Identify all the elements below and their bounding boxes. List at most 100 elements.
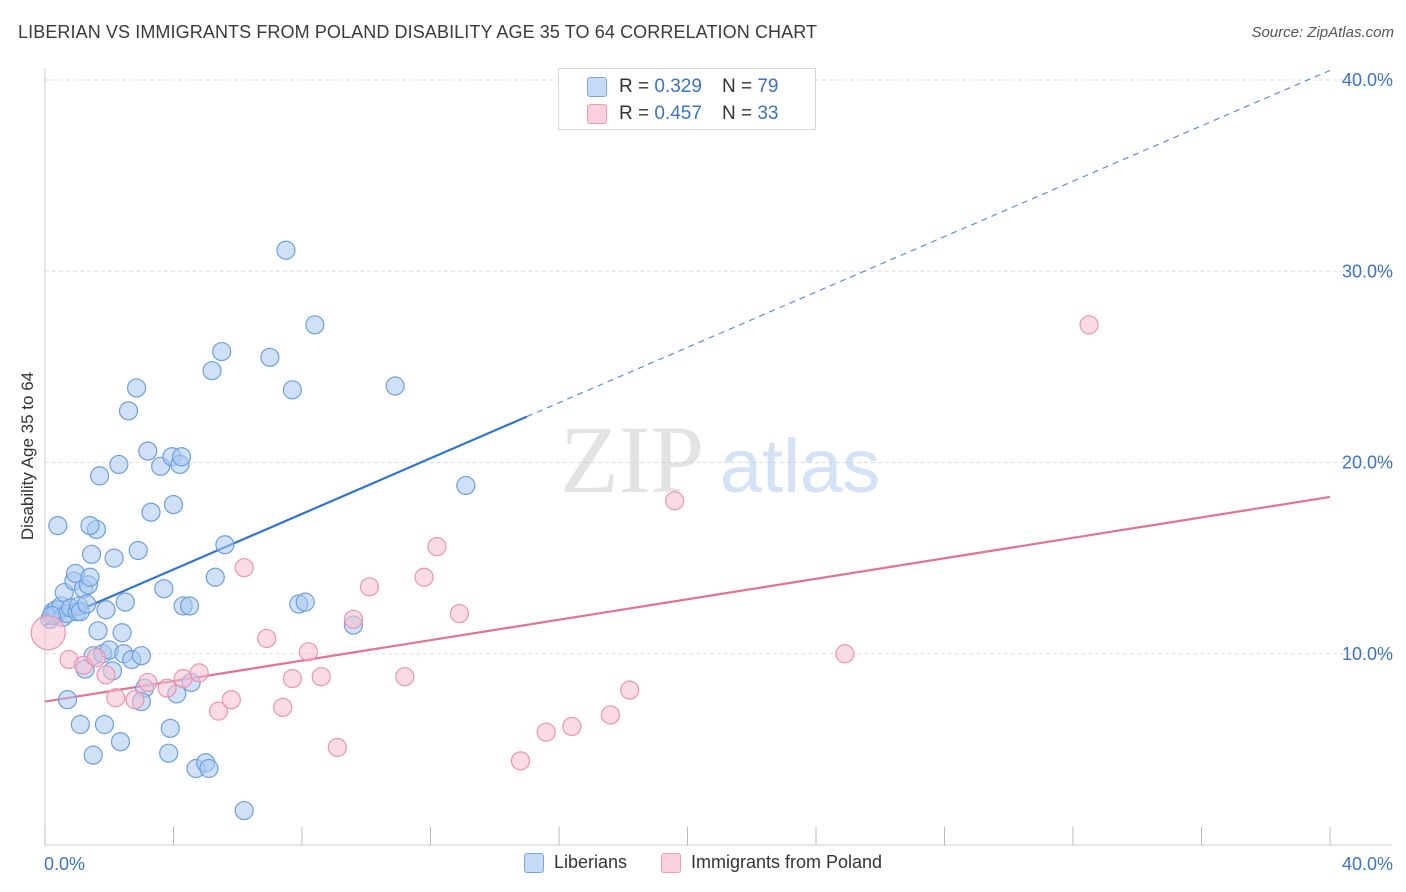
legend-swatch-blue — [587, 77, 607, 97]
liberian-point — [77, 594, 97, 614]
poland-point — [1079, 315, 1099, 335]
liberian-point — [295, 592, 315, 612]
poland-point — [106, 688, 126, 708]
legend-item-liberians: Liberians — [523, 852, 627, 873]
chart-title: LIBERIAN VS IMMIGRANTS FROM POLAND DISAB… — [18, 22, 818, 42]
poland-point — [620, 680, 640, 700]
watermark: ZIP atlas — [560, 406, 880, 513]
liberian-point — [110, 732, 131, 752]
poland-point — [189, 663, 209, 683]
n-value: 79 — [757, 76, 779, 97]
axes — [44, 68, 1392, 846]
x-tick-label: 40.0% — [1342, 854, 1393, 874]
poland-point — [536, 722, 556, 742]
liberian-point — [205, 567, 225, 587]
liberian-point — [81, 544, 102, 564]
watermark-atlas: atlas — [720, 424, 881, 509]
poland-point — [208, 701, 229, 721]
poland-point — [414, 567, 434, 587]
tick-labels: 10.0% 20.0% 30.0% 40.0% 0.0% 40.0% — [44, 70, 1393, 874]
poland-point — [30, 615, 66, 651]
y-tick-label: 20.0% — [1342, 453, 1393, 473]
liberian-point — [80, 567, 100, 587]
liberian-trendline-extension — [526, 69, 1331, 418]
liberian-point — [131, 646, 151, 666]
liberian-point — [163, 494, 184, 515]
liberian-point — [305, 315, 325, 335]
poland-point — [665, 491, 685, 511]
poland-point — [359, 577, 380, 597]
liberian-point — [109, 454, 129, 475]
liberian-point — [160, 718, 180, 738]
legend-swatch-pink — [587, 104, 607, 124]
poland-point — [298, 642, 319, 662]
liberian-point — [138, 441, 158, 461]
liberian-point — [126, 378, 147, 398]
liberian-point — [141, 502, 161, 522]
poland-point — [427, 537, 447, 557]
poland-point — [343, 609, 363, 629]
poland-point — [510, 751, 531, 771]
poland-point — [311, 667, 331, 687]
liberian-point — [276, 240, 296, 260]
source-label: Source: ZipAtlas.com — [1251, 24, 1394, 41]
liberian-point — [83, 745, 103, 765]
poland-point — [257, 628, 277, 649]
liberian-point — [260, 347, 280, 367]
liberian-point — [115, 592, 135, 612]
liberian-point — [57, 690, 78, 710]
poland-point — [86, 647, 107, 668]
gridlines — [45, 79, 1392, 655]
r-label: R = — [619, 103, 650, 124]
poland-point — [157, 678, 177, 698]
liberian-point — [282, 380, 302, 400]
poland-point — [273, 697, 293, 717]
liberian-point — [202, 361, 222, 381]
series-legend: Liberians Immigrants from Poland — [0, 852, 1406, 873]
y-tick-label: 40.0% — [1342, 70, 1393, 90]
trendlines — [44, 69, 1331, 703]
liberian-point — [70, 714, 90, 735]
poland-point — [96, 665, 116, 685]
poland-point — [327, 737, 347, 758]
liberian-point — [88, 621, 108, 641]
liberian-point — [96, 600, 116, 620]
liberian-point — [385, 376, 405, 396]
liberian-trendline — [44, 415, 528, 627]
liberian-point — [112, 623, 132, 643]
data-points — [30, 240, 1099, 821]
poland-point — [125, 690, 145, 710]
poland-point — [221, 690, 241, 710]
poland-point — [282, 669, 302, 689]
legend-label-poland: Immigrants from Poland — [690, 852, 883, 872]
poland-point — [234, 558, 254, 578]
poland-trendline — [44, 495, 1331, 703]
liberian-point — [234, 800, 254, 821]
poland-point — [138, 672, 158, 693]
liberian-point — [456, 475, 476, 496]
liberian-point — [94, 714, 115, 735]
r-label: R = — [619, 76, 650, 97]
liberian-point — [128, 540, 148, 561]
legend-swatch-blue — [523, 852, 544, 873]
legend-row-liberians: R = 0.329 N = 79 — [587, 74, 778, 100]
poland-point — [173, 669, 193, 689]
poland-point — [562, 716, 582, 737]
r-value: 0.329 — [654, 76, 702, 97]
r-value: 0.457 — [654, 103, 702, 124]
liberian-point — [104, 548, 124, 568]
x-tick-label: 0.0% — [44, 854, 85, 874]
liberian-point — [171, 447, 192, 467]
liberian-point — [90, 466, 110, 486]
n-label: N = — [721, 76, 753, 97]
legend-item-poland: Immigrants from Poland — [660, 852, 883, 873]
liberian-point — [118, 401, 139, 421]
liberian-point — [215, 535, 235, 555]
y-tick-label: 30.0% — [1342, 261, 1393, 281]
y-tick-label: 10.0% — [1342, 644, 1393, 664]
liberian-point — [48, 516, 68, 536]
legend-swatch-pink — [660, 852, 681, 873]
poland-point — [395, 667, 415, 687]
liberian-point — [199, 758, 219, 779]
correlation-legend: R = 0.329 N = 79 R = 0.457 N = 33 — [558, 68, 816, 130]
